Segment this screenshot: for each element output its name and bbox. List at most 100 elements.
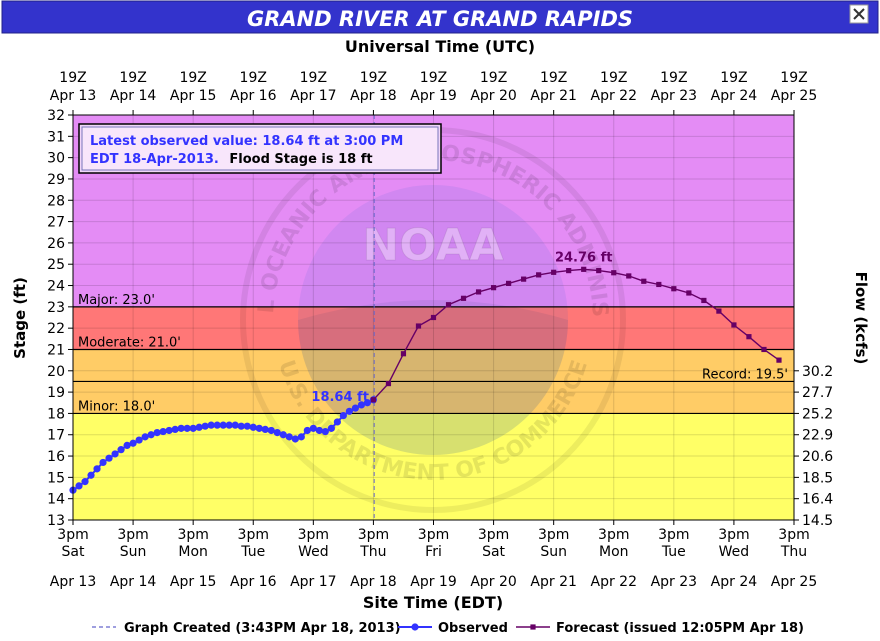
bottom-tick-label: 3pm: [117, 527, 148, 543]
observed-point: [213, 421, 221, 429]
forecast-point: [716, 308, 722, 314]
observed-point: [291, 435, 299, 443]
observed-point: [345, 407, 353, 415]
top-tick-label: 19Z: [540, 70, 567, 86]
observed-point: [189, 424, 197, 432]
left-tick-label: 30: [47, 151, 65, 167]
observed-point: [219, 421, 227, 429]
info-line-2-date: EDT 18-Apr-2013.: [90, 152, 219, 167]
bottom-tick-label: Sat: [62, 544, 85, 560]
forecast-point: [761, 346, 767, 353]
observed-point: [117, 446, 125, 454]
right-tick-label: 18.5: [802, 470, 833, 486]
bottom-tick-label: Apr 17: [290, 574, 336, 590]
top-tick-label: Apr 13: [50, 88, 96, 104]
top-tick-label: 19Z: [600, 70, 627, 86]
bottom-tick-label: Apr 23: [651, 574, 697, 590]
bottom-tick-label: Mon: [178, 544, 208, 560]
observed-point: [279, 431, 287, 439]
forecast-point: [490, 285, 497, 291]
series-observed: [69, 396, 378, 494]
bottom-tick-label: Wed: [719, 544, 750, 560]
observed-point: [135, 436, 143, 444]
observed-point: [99, 458, 107, 467]
observed-point: [207, 421, 215, 429]
left-tick-label: 18: [47, 406, 65, 422]
legend-forecast-label: Forecast (issued 12:05PM Apr 18): [556, 621, 804, 636]
bottom-tick-label: Apr 14: [110, 574, 157, 590]
right-tick-label: 30.2: [802, 364, 833, 380]
forecast-point: [430, 314, 437, 321]
forecast-point: [656, 281, 662, 288]
bottom-tick-label: 3pm: [177, 527, 208, 543]
forecast-point: [776, 357, 782, 363]
flood-thresholds: Major: 23.0' Moderate: 21.0' Minor: 18.0' R…: [73, 293, 794, 414]
bottom-axis-label: Site Time (EDT): [363, 593, 503, 612]
forecast-point: [400, 351, 407, 357]
left-tick-label: 17: [47, 428, 65, 444]
left-axis-label: Stage (ft): [11, 277, 29, 359]
bottom-tick-label: Thu: [359, 544, 386, 560]
info-line-1: Latest observed value: 18.64 ft at 3:00 …: [90, 134, 403, 149]
top-tick-label: Apr 23: [651, 88, 697, 104]
forecast-point: [445, 302, 452, 308]
right-tick-label: 14.5: [802, 513, 833, 529]
bottom-tick-label: Apr 15: [170, 574, 216, 590]
band-2: [73, 306, 794, 350]
left-tick-label: 27: [47, 215, 65, 231]
bottom-tick-label: 3pm: [57, 527, 88, 543]
left-tick-label: 23: [47, 300, 65, 316]
left-tick-label: 13: [47, 513, 65, 529]
left-tick-label: 31: [47, 129, 65, 145]
observed-point: [303, 426, 311, 435]
top-tick-label: Apr 22: [591, 88, 637, 104]
observed-point: [261, 425, 269, 434]
bottom-tick-label: Apr 22: [591, 574, 637, 590]
top-tick-label: 19Z: [119, 70, 146, 86]
forecast-point: [701, 297, 707, 304]
forecast-point: [475, 289, 482, 295]
series-forecast-line: [372, 268, 780, 401]
left-tick-label: 29: [47, 172, 65, 188]
forecast-point: [596, 268, 602, 274]
top-tick-label: Apr 24: [711, 88, 758, 104]
left-tick-label: 22: [47, 321, 65, 337]
close-icon[interactable]: [849, 4, 869, 24]
forecast-point: [460, 295, 467, 301]
bottom-tick-label: Apr 21: [530, 574, 576, 590]
observed-point: [93, 465, 101, 473]
forecast-point: [671, 286, 677, 292]
bottom-tick-label: Apr 13: [50, 574, 96, 590]
left-tick-label: 26: [47, 236, 65, 252]
right-tick-label: 22.9: [802, 428, 833, 444]
bottom-tick-label: Sat: [482, 544, 505, 560]
point-labels: 18.64 ft 24.76 ft: [311, 250, 612, 404]
legend-observed-label: Observed: [438, 621, 508, 636]
observed-value-label: 18.64 ft: [311, 390, 369, 405]
title-bar: [1, 0, 879, 34]
observed-point: [177, 424, 185, 432]
top-tick-label: Apr 20: [470, 88, 516, 104]
bottom-tick-label: Apr 18: [350, 574, 396, 590]
observed-point: [111, 450, 119, 458]
observed-point: [321, 427, 329, 436]
bottom-tick-label: 3pm: [478, 527, 509, 543]
left-tick-label: 24: [47, 279, 65, 295]
bottom-tick-label: Mon: [599, 544, 629, 560]
bottom-tick-label: Sun: [120, 544, 147, 560]
observed-point: [105, 454, 113, 462]
observed-point: [339, 411, 347, 420]
observed-point: [141, 433, 149, 441]
series-forecast: [370, 266, 782, 403]
threshold-label-2: Minor: 18.0': [78, 399, 155, 414]
right-tick-label: 20.6: [802, 449, 833, 465]
observed-point: [147, 431, 155, 439]
observed-point: [159, 427, 167, 436]
bottom-tick-label: 3pm: [358, 527, 389, 543]
info-box: Latest observed value: 18.64 ft at 3:00 …: [78, 123, 442, 174]
bottom-tick-label: 3pm: [238, 527, 269, 543]
left-tick-label: 16: [47, 449, 65, 465]
observed-point: [75, 482, 83, 490]
